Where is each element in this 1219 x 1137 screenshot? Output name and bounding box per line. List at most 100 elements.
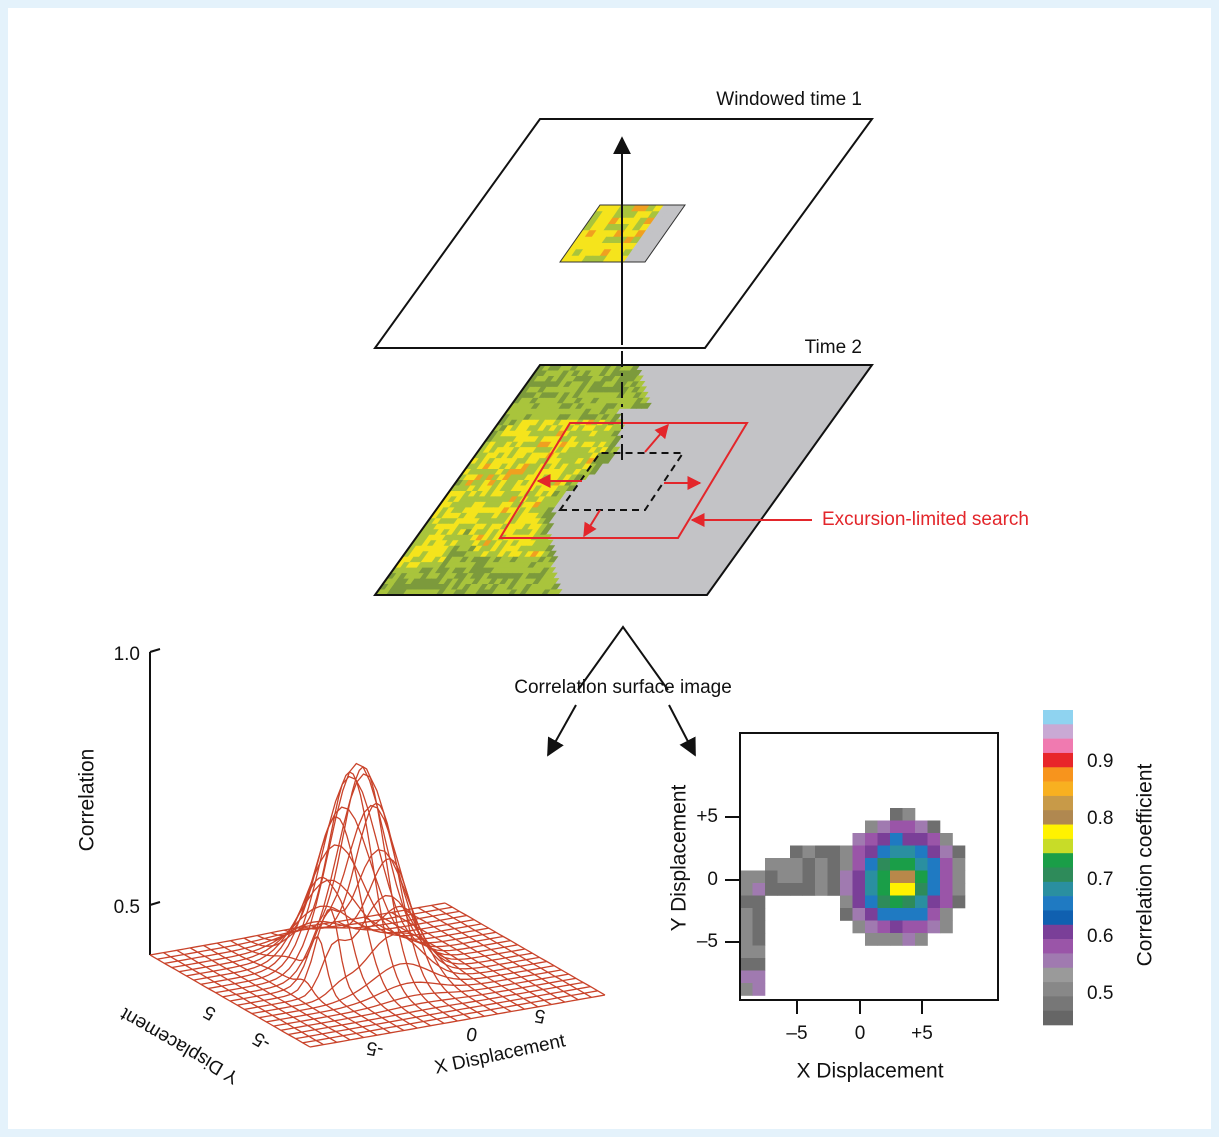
heat-cell [753,871,766,884]
heat-cell [878,896,891,909]
heat-cell [915,933,928,946]
heat-cell [815,871,828,884]
heat-cell [890,908,903,921]
heat-cell [890,858,903,871]
heat-cell [878,821,891,834]
heat-cell [865,933,878,946]
heat-cell [928,858,941,871]
heat-cell [903,933,916,946]
heat-cell [815,846,828,859]
heat-cell [878,833,891,846]
colorbar-tick-label: 0.9 [1087,751,1113,772]
y-tick-label: –5 [697,931,718,952]
colorbar-swatch [1043,896,1073,911]
z-tick-label: 1.0 [114,644,140,665]
y-tick-label: +5 [696,806,718,827]
heat-cell [790,846,803,859]
heat-cell [903,821,916,834]
heat-cell [753,933,766,946]
z-label: Correlation [76,749,99,852]
heat-cell [840,896,853,909]
heat-cell [890,808,903,821]
heat-cell [903,858,916,871]
heat-cell [828,846,841,859]
colorbar-swatch [1043,710,1073,725]
heat-cell [865,908,878,921]
heat-cell [878,871,891,884]
heat-cell [840,871,853,884]
heat-cell [815,883,828,896]
heat-cell [903,833,916,846]
colorbar-swatch [1043,825,1073,840]
heat-cell [940,883,953,896]
z-tick-label: 0.5 [114,897,140,918]
heat-cell [878,883,891,896]
heat-cell [953,858,966,871]
heat-cell [840,883,853,896]
top-layer-label: Windowed time 1 [716,89,862,110]
heat-cell [828,858,841,871]
heat-cell [890,833,903,846]
heat-cell [790,858,803,871]
bottom-layer-label: Time 2 [805,337,862,358]
heat-cell [803,846,816,859]
heat-cell [940,871,953,884]
heat-cell [903,883,916,896]
colorbar-swatch [1043,796,1073,811]
heat-cell [953,883,966,896]
heat-cell [940,833,953,846]
heat-cell [865,821,878,834]
heat-cell [903,871,916,884]
heat-cell [753,946,766,959]
colorbar-swatch [1043,1011,1073,1026]
heat-cell [865,871,878,884]
heat-cell [903,846,916,859]
heat-cell [753,921,766,934]
heat-cell [803,871,816,884]
colorbar-swatch [1043,968,1073,983]
heat-cell [865,883,878,896]
heat-cell [753,958,766,971]
heat-cell [815,858,828,871]
heat-cell [865,858,878,871]
heat-cell [940,846,953,859]
heat-cell [915,871,928,884]
heat-cell [853,871,866,884]
heat-cell [940,858,953,871]
heat-cell [828,883,841,896]
colorbar-swatch [1043,782,1073,797]
colorbar-swatch [1043,925,1073,940]
heat-cell [778,883,791,896]
heat-cell [740,971,753,984]
colorbar-swatch [1043,810,1073,825]
heat-cell [740,871,753,884]
colorbar-swatch [1043,953,1073,968]
heat-cell [803,883,816,896]
x-tick-label: -5 [365,1037,385,1061]
heat-cell [853,896,866,909]
heat-cell [853,908,866,921]
colorbar-swatch [1043,767,1073,782]
heat-cell [878,846,891,859]
heat-cell [753,908,766,921]
heat-cell [853,883,866,896]
y-tick-label: 0 [707,869,718,890]
page: Windowed time 1 Time 2 Excursion-limited… [0,0,1219,1137]
heat-cell [928,821,941,834]
heat-cell [915,908,928,921]
colorbar-swatch [1043,882,1073,897]
diagram: Windowed time 1 Time 2 Excursion-limited… [0,0,1219,1137]
heat-cell [753,971,766,984]
heat-cell [915,833,928,846]
y-label: Y Displacement [668,784,691,931]
heat-cell [740,983,753,996]
heat-cell [878,921,891,934]
heat-cell [890,896,903,909]
heat-cell [753,883,766,896]
colorbar-swatch [1043,996,1073,1011]
colorbar-swatch [1043,939,1073,954]
heat-cell [865,833,878,846]
heat-cell [740,958,753,971]
heat-cell [765,883,778,896]
heat-cell [940,896,953,909]
